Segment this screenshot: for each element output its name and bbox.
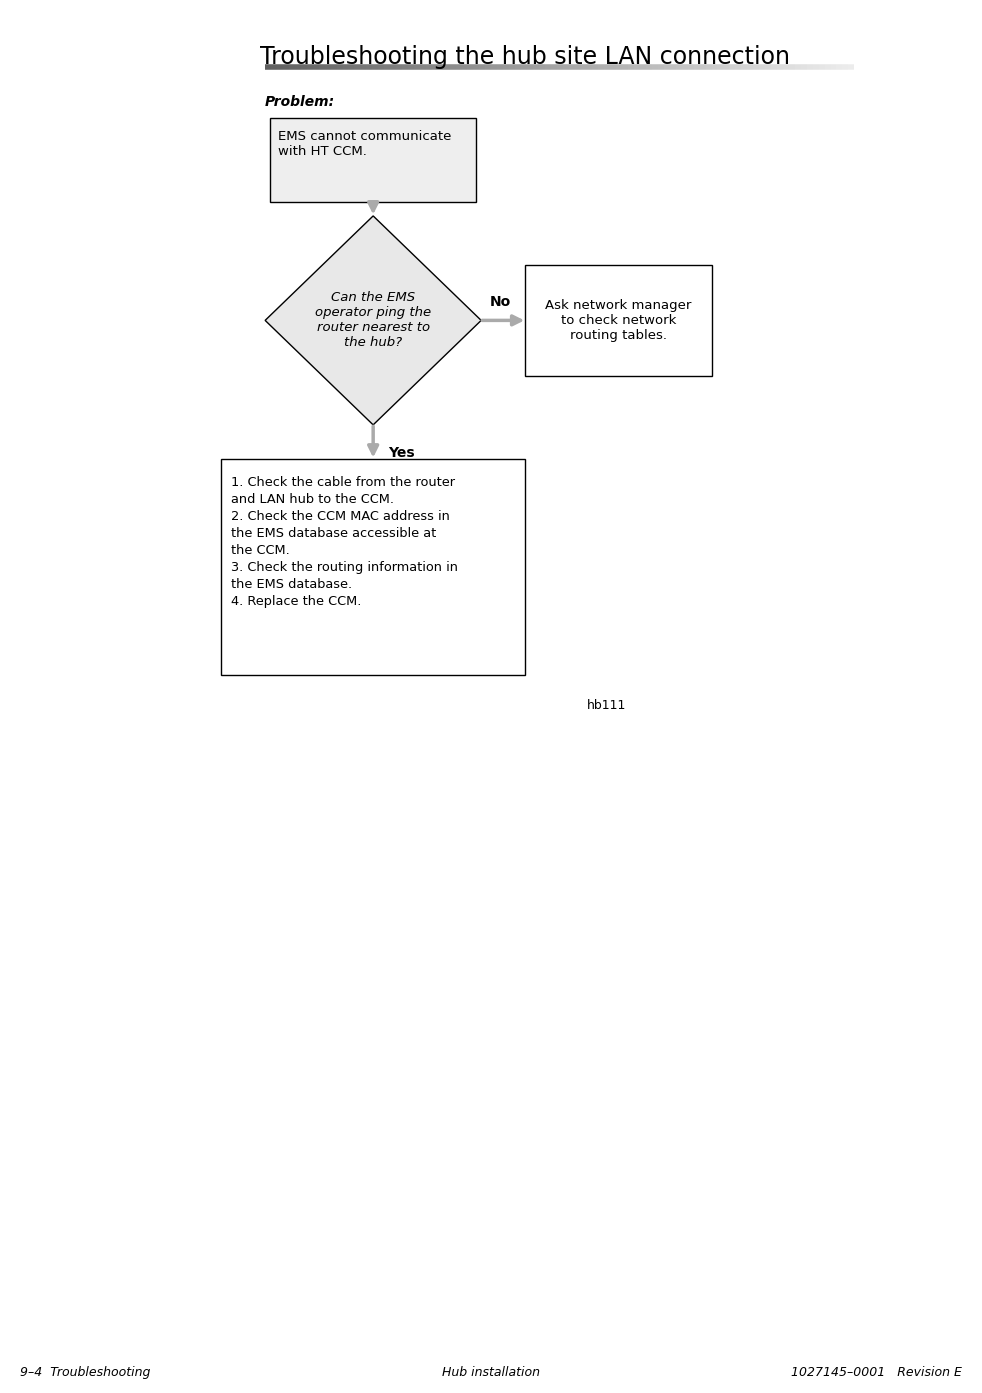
Text: Ask network manager
to check network
routing tables.: Ask network manager to check network rou… [545,299,692,341]
Polygon shape [265,216,481,425]
FancyBboxPatch shape [525,265,712,376]
Text: 9–4  Troubleshooting: 9–4 Troubleshooting [20,1367,150,1379]
Text: 1. Check the cable from the router
and LAN hub to the CCM.
2. Check the CCM MAC : 1. Check the cable from the router and L… [231,476,458,607]
Text: 1027145–0001   Revision E: 1027145–0001 Revision E [791,1367,962,1379]
Text: Troubleshooting the hub site LAN connection: Troubleshooting the hub site LAN connect… [260,45,791,68]
Text: Can the EMS
operator ping the
router nearest to
the hub?: Can the EMS operator ping the router nea… [315,291,431,350]
FancyBboxPatch shape [270,118,476,202]
Text: EMS cannot communicate
with HT CCM.: EMS cannot communicate with HT CCM. [278,130,452,157]
FancyBboxPatch shape [221,460,525,674]
Text: Problem:: Problem: [265,95,335,109]
Text: Yes: Yes [388,446,414,460]
Text: Hub installation: Hub installation [442,1367,540,1379]
Text: No: No [490,295,512,309]
Text: hb111: hb111 [587,699,627,712]
